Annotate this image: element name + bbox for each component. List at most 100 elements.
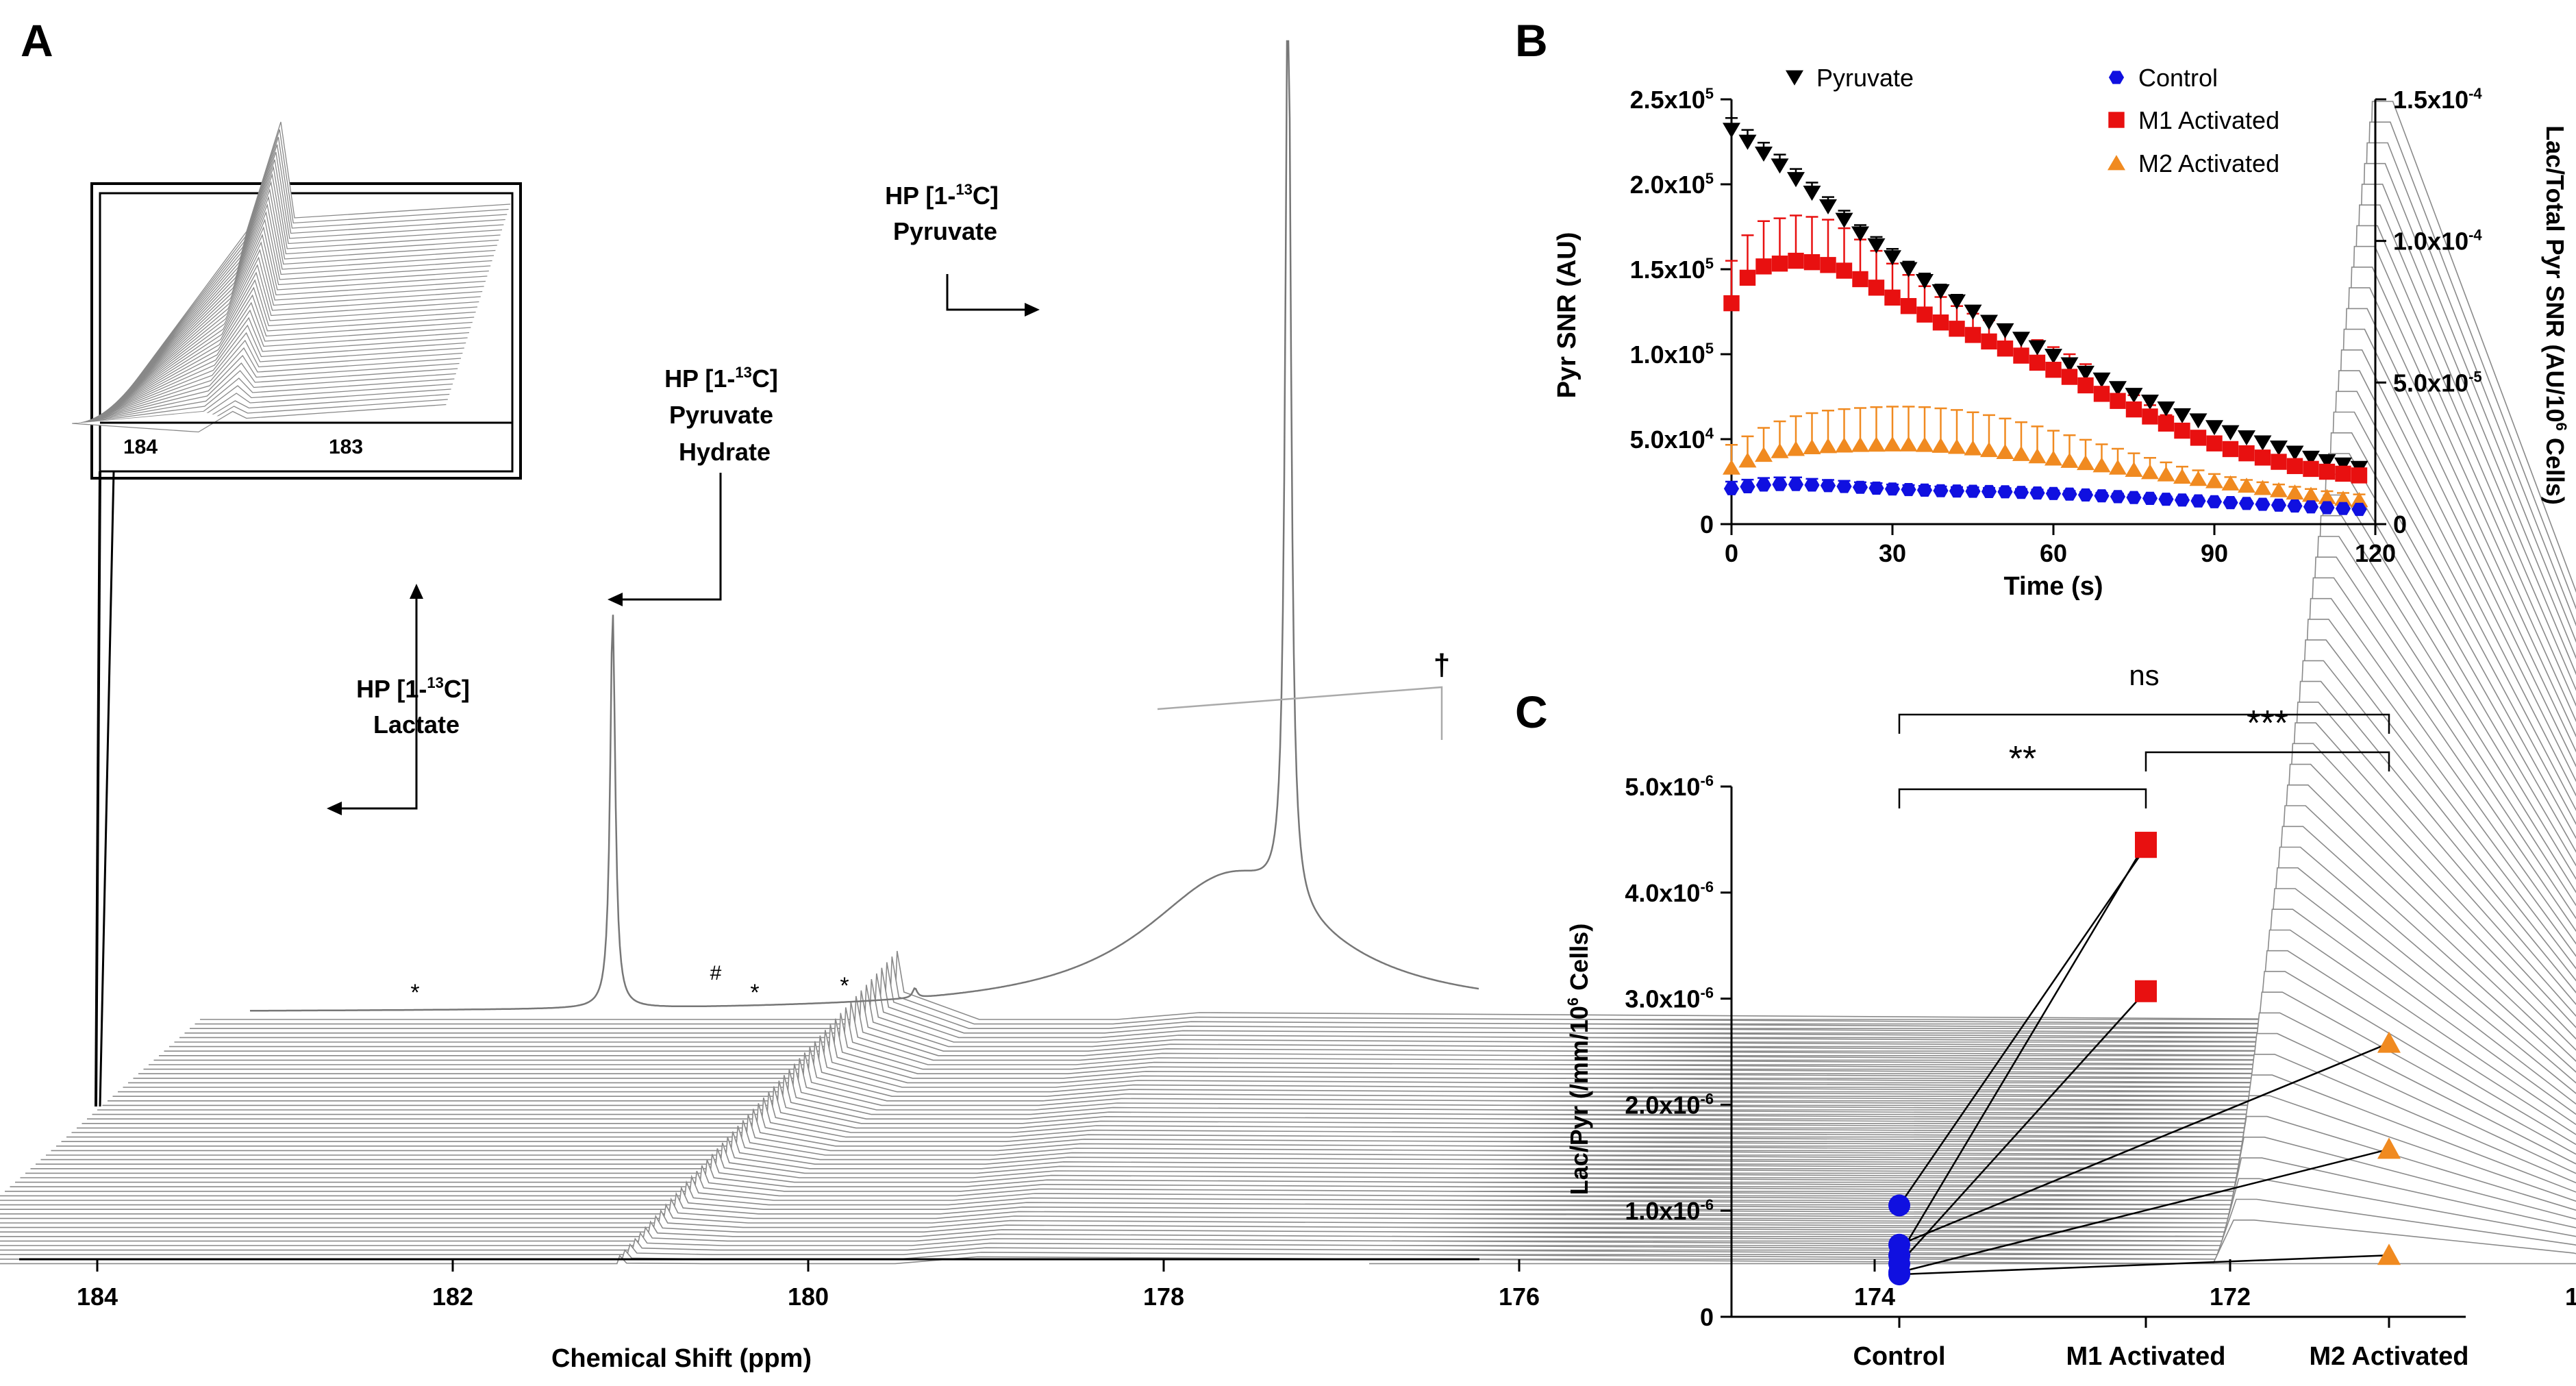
b-point-Control <box>2062 487 2077 501</box>
inset-stack <box>72 121 511 433</box>
label-pyruvate-hydrate: HP [1-13C] Pyruvate Hydrate <box>664 364 785 466</box>
b-point-Control <box>1884 482 1901 496</box>
b-point-Pyruvate <box>2173 408 2191 423</box>
b-point-M2 Activated <box>2270 482 2288 497</box>
b-point-M2 Activated <box>1819 438 1837 454</box>
b-y-tick-label: 1.0x105 <box>1630 340 1714 369</box>
b-point-M1 Activated <box>2238 445 2255 462</box>
b-point-M2 Activated <box>2302 486 2320 502</box>
marker-hash: # <box>710 962 722 985</box>
c-sig-label-2: *** <box>2247 704 2288 743</box>
b-legend: Pyruvate Control M1 Activated M2 Activated <box>1786 64 2279 177</box>
marker-star-2: * <box>750 980 759 1006</box>
b-point-Pyruvate <box>1884 250 1901 266</box>
marker-dagger: † <box>1434 648 1450 682</box>
b-legend-label-0: Pyruvate <box>1816 64 1914 92</box>
b-point-Pyruvate <box>2109 381 2127 397</box>
c-significance: ns***** <box>1898 659 2390 808</box>
b-point-M2 Activated <box>2077 455 2094 471</box>
a-x-axis-label: Chemical Shift (ppm) <box>551 1344 812 1373</box>
b-point-Control <box>2158 493 2174 506</box>
a-tick-label-180: 180 <box>788 1283 829 1311</box>
c-sig-label-1: ** <box>2009 739 2036 779</box>
b-point-M2 Activated <box>1787 441 1805 456</box>
b-point-Control <box>2335 502 2351 515</box>
b-point-M2 Activated <box>2189 471 2208 486</box>
b-point-M2 Activated <box>1964 440 1982 456</box>
c-y-tick-label: 0 <box>1700 1303 1714 1331</box>
b-point-Pyruvate <box>1916 273 1934 290</box>
b-point-Control <box>1788 478 1804 491</box>
b-point-Pyruvate <box>1738 134 1757 150</box>
c-point-M1 Activated <box>2135 980 2157 1002</box>
a-tick-label-170: 170 <box>2565 1283 2576 1311</box>
b-y-tick-label: 5.0x104 <box>1630 425 1714 454</box>
b-point-Pyruvate <box>1980 314 1998 330</box>
panel-label-c: C <box>1515 686 1548 737</box>
b-point-Pyruvate <box>2334 457 2352 473</box>
b-point-Control <box>2045 486 2062 500</box>
b-point-Control <box>1740 480 1755 493</box>
b-point-Control <box>2255 497 2271 511</box>
b-point-M2 Activated <box>2334 491 2352 506</box>
b-point-M2 Activated <box>1884 436 1901 451</box>
stack-trace <box>190 142 2576 1030</box>
b-point-Pyruvate <box>2157 401 2175 417</box>
c-pair-line <box>1899 1254 2390 1276</box>
b-point-M2 Activated <box>2044 450 2062 466</box>
b-point-M1 Activated <box>2045 362 2062 378</box>
b-point-Control <box>1755 478 1772 492</box>
b-point-Control <box>1723 482 1740 495</box>
b-point-M1 Activated <box>2158 415 2175 432</box>
b-point-M2 Activated <box>2253 480 2272 495</box>
b-points <box>1723 123 2368 517</box>
arrow-pyruvate <box>946 274 1040 317</box>
b-point-M2 Activated <box>1755 447 1773 462</box>
b-point-M2 Activated <box>1916 436 1934 452</box>
b-point-M1 Activated <box>1771 256 1788 272</box>
c-pair-line <box>1899 1148 2390 1274</box>
b-point-Control <box>2013 486 2029 499</box>
b-point-M2 Activated <box>2157 466 2175 482</box>
b-point-Control <box>2319 501 2335 515</box>
b-point-M2 Activated <box>2028 448 2047 464</box>
b-point-Pyruvate <box>1867 238 1886 253</box>
panel-a-spectra: 184 182 180 178 176 174 172 170 Chemical Shift … <box>0 40 2576 1373</box>
c-x-tick-label-0: Control <box>1853 1342 1945 1371</box>
b-point-M1 Activated <box>2206 435 2223 451</box>
c-sig-bracket-0 <box>1898 713 2390 734</box>
b-point-M1 Activated <box>2174 422 2190 439</box>
b-point-M2 Activated <box>2141 464 2159 480</box>
b-point-Control <box>1772 478 1788 491</box>
b-point-M1 Activated <box>2013 347 2029 364</box>
b-point-Pyruvate <box>2141 395 2159 410</box>
b-point-M1 Activated <box>1949 321 1965 337</box>
panel-label-a: A <box>21 15 53 66</box>
c-pair-line <box>1899 990 2147 1265</box>
a-tick-label-184: 184 <box>77 1283 118 1311</box>
c-y-tick-label: 5.0x10-6 <box>1625 772 1714 801</box>
b-point-M1 Activated <box>1836 262 1853 279</box>
b-point-M1 Activated <box>1981 333 1997 350</box>
b-point-Pyruvate <box>1787 172 1805 188</box>
b-point-Control <box>1965 484 1981 498</box>
b-point-M1 Activated <box>2142 408 2158 425</box>
marker-star-1: * <box>410 980 419 1006</box>
b-point-M2 Activated <box>2350 492 2368 508</box>
b-point-M1 Activated <box>1820 257 1836 273</box>
b-point-M2 Activated <box>2125 461 2143 478</box>
b-x-tick-label: 90 <box>2201 539 2228 567</box>
panel-label-b: B <box>1515 15 1548 66</box>
b-point-Pyruvate <box>1996 323 2014 338</box>
stack-trace <box>118 432 2576 1093</box>
b-point-Pyruvate <box>2286 445 2304 461</box>
b-point-Pyruvate <box>1964 304 1982 320</box>
c-pair-lines <box>1898 842 2390 1276</box>
b-point-M1 Activated <box>2077 377 2094 394</box>
b-point-M1 Activated <box>1723 295 1740 312</box>
b-point-M2 Activated <box>1771 443 1789 458</box>
b-point-Control <box>1901 483 1916 497</box>
b-point-Control <box>1949 484 1965 498</box>
stack-trace <box>0 1220 2576 1265</box>
